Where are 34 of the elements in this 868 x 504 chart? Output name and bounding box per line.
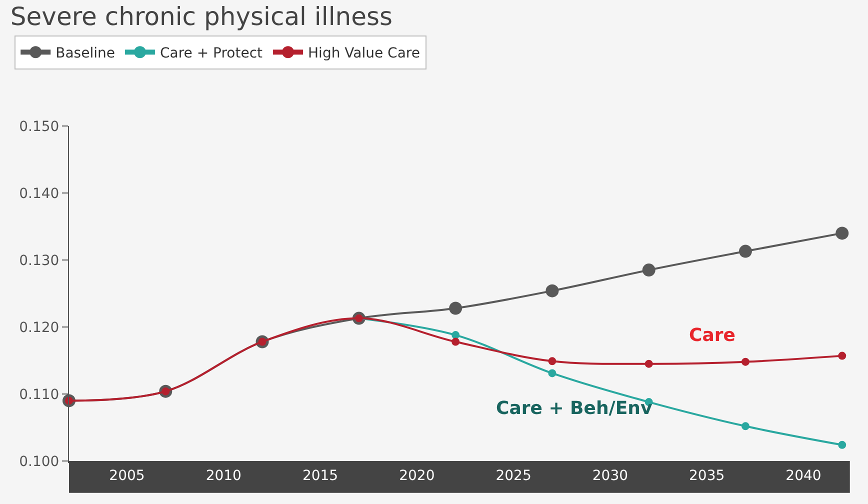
y-tick-label: 0.100 — [19, 454, 60, 470]
point — [546, 284, 559, 298]
point — [642, 264, 656, 277]
annotation: Care — [689, 325, 736, 346]
point — [449, 302, 462, 315]
y-tick-label: 0.110 — [19, 386, 60, 403]
x-tick-label: 2030 — [592, 468, 628, 484]
y-tick-label: 0.140 — [19, 186, 60, 202]
point — [741, 358, 750, 366]
point — [452, 338, 460, 346]
x-tick-label: 2025 — [496, 468, 532, 484]
x-tick-label: 2020 — [399, 468, 435, 484]
y-tick-label: 0.120 — [19, 320, 60, 336]
x-tick-label: 2005 — [109, 468, 145, 484]
chart-title: Severe chronic physical illness — [10, 2, 393, 32]
legend-label: Care + Protect — [160, 46, 264, 62]
point — [548, 357, 556, 366]
point — [452, 331, 460, 340]
point — [741, 422, 750, 430]
y-tick-label: 0.150 — [19, 118, 60, 135]
point — [838, 352, 846, 360]
x-tick-label: 2035 — [689, 468, 725, 484]
point — [548, 369, 556, 378]
point — [738, 244, 752, 258]
x-tick-label: 2010 — [206, 468, 242, 484]
legend-label: Baseline — [56, 46, 115, 62]
x-tick-label: 2040 — [786, 468, 822, 484]
annotation: Care + Beh/Env — [496, 398, 652, 419]
point — [838, 440, 846, 449]
point — [644, 360, 653, 368]
point — [836, 226, 849, 240]
y-tick-label: 0.130 — [19, 252, 60, 269]
legend-label: High Value Care — [308, 46, 420, 62]
x-tick-label: 2015 — [302, 468, 338, 484]
